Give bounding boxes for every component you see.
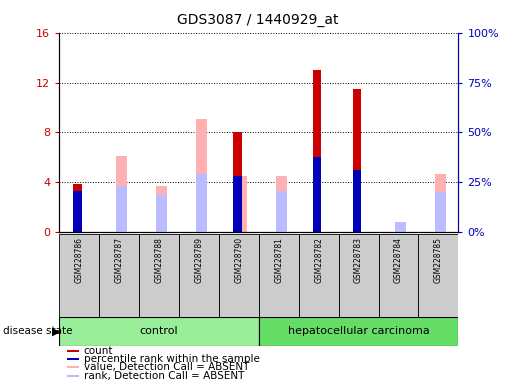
Bar: [73, 184, 82, 232]
Text: GSM228782: GSM228782: [314, 237, 323, 283]
Bar: [313, 157, 321, 232]
Bar: [67, 366, 79, 368]
Bar: [259, 234, 299, 317]
Text: ▶: ▶: [52, 326, 60, 336]
Bar: [139, 234, 179, 317]
Text: GSM228787: GSM228787: [115, 237, 124, 283]
Text: hepatocellular carcinoma: hepatocellular carcinoma: [288, 326, 430, 336]
Bar: [435, 192, 447, 232]
Text: GSM228789: GSM228789: [195, 237, 203, 283]
Bar: [99, 234, 139, 317]
Text: GDS3087 / 1440929_at: GDS3087 / 1440929_at: [177, 13, 338, 27]
Bar: [276, 176, 287, 232]
Bar: [67, 375, 79, 377]
Text: GSM228788: GSM228788: [154, 237, 163, 283]
Text: percentile rank within the sample: percentile rank within the sample: [83, 354, 260, 364]
Text: GSM228783: GSM228783: [354, 237, 363, 283]
Bar: [67, 350, 79, 352]
Bar: [116, 186, 127, 232]
Text: disease state: disease state: [3, 326, 72, 336]
Bar: [196, 119, 207, 232]
Text: control: control: [140, 326, 178, 336]
Bar: [59, 317, 259, 346]
Bar: [156, 186, 167, 232]
Bar: [233, 176, 242, 232]
Bar: [418, 234, 458, 317]
Bar: [67, 358, 79, 360]
Bar: [156, 195, 167, 232]
Bar: [196, 174, 207, 232]
Text: GSM228784: GSM228784: [394, 237, 403, 283]
Bar: [353, 89, 362, 232]
Bar: [339, 234, 379, 317]
Bar: [435, 174, 447, 232]
Text: count: count: [83, 346, 113, 356]
Bar: [59, 234, 99, 317]
Text: value, Detection Call = ABSENT: value, Detection Call = ABSENT: [83, 362, 249, 372]
Bar: [179, 234, 219, 317]
Text: GSM228786: GSM228786: [75, 237, 83, 283]
Bar: [233, 132, 242, 232]
Bar: [379, 234, 418, 317]
Bar: [116, 156, 127, 232]
Bar: [313, 70, 321, 232]
Text: rank, Detection Call = ABSENT: rank, Detection Call = ABSENT: [83, 371, 244, 381]
Bar: [219, 234, 259, 317]
Bar: [353, 170, 362, 232]
Text: GSM228785: GSM228785: [434, 237, 443, 283]
Text: GSM228790: GSM228790: [234, 237, 243, 283]
Bar: [276, 191, 287, 232]
Bar: [396, 222, 406, 232]
Bar: [259, 317, 458, 346]
Bar: [299, 234, 339, 317]
Text: GSM228781: GSM228781: [274, 237, 283, 283]
Bar: [236, 176, 247, 232]
Bar: [73, 191, 82, 232]
